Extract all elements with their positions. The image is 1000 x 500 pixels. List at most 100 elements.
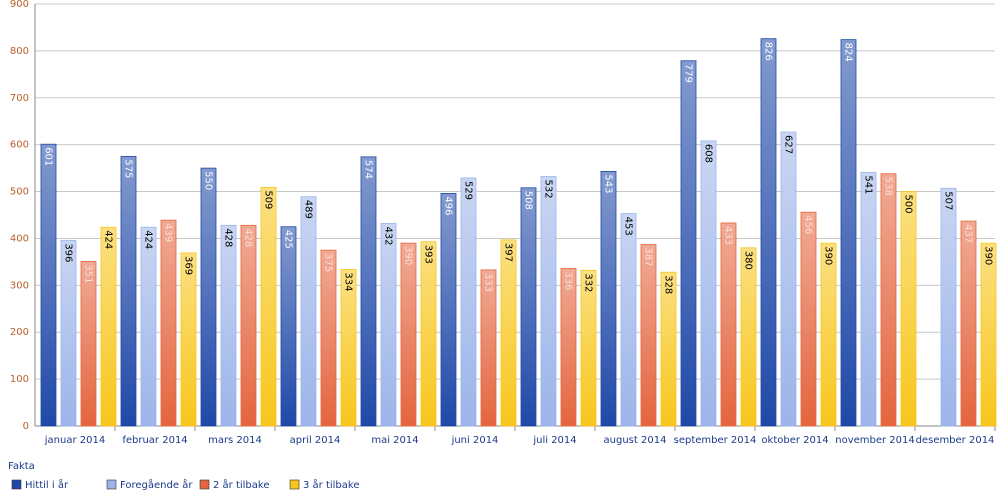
value-label: 380 <box>743 251 754 270</box>
bar <box>820 242 837 427</box>
value-label: 541 <box>863 175 874 194</box>
x-tick-label: november 2014 <box>835 435 915 446</box>
bar <box>180 252 197 427</box>
legend-swatch <box>11 479 22 490</box>
bar <box>240 224 257 427</box>
y-tick-label: 800 <box>10 46 29 57</box>
bar <box>140 226 157 427</box>
x-tick-label: juni 2014 <box>451 435 499 446</box>
value-label: 393 <box>423 245 434 264</box>
value-label: 428 <box>223 228 234 247</box>
value-label: 428 <box>243 228 254 247</box>
legend-swatch <box>199 479 210 490</box>
value-label: 453 <box>623 217 634 236</box>
value-label: 334 <box>343 272 354 291</box>
legend-swatch <box>289 479 300 490</box>
value-label: 397 <box>503 243 514 262</box>
bar <box>500 239 517 427</box>
value-label: 575 <box>123 159 134 178</box>
x-tick-label: oktober 2014 <box>761 435 828 446</box>
bar <box>160 219 177 427</box>
bar <box>40 143 57 427</box>
bar <box>880 173 897 427</box>
bar <box>280 226 297 427</box>
y-tick-label: 500 <box>10 187 29 198</box>
x-tick-label: juli 2014 <box>532 435 576 446</box>
bar <box>660 271 677 427</box>
bar <box>680 60 697 427</box>
value-label: 437 <box>963 224 974 243</box>
value-label: 532 <box>543 180 554 199</box>
value-label: 439 <box>163 223 174 242</box>
y-tick-label: 0 <box>23 421 29 432</box>
value-label: 336 <box>563 271 574 290</box>
bar <box>700 140 717 427</box>
x-tick-label: januar 2014 <box>44 435 105 446</box>
value-label: 424 <box>143 230 154 249</box>
value-label: 601 <box>43 147 54 166</box>
bar <box>480 269 497 427</box>
bar <box>380 223 397 427</box>
legend-label: Foregående år <box>120 478 193 491</box>
bar <box>100 226 117 427</box>
y-tick-label: 700 <box>10 93 29 104</box>
bar <box>220 224 237 427</box>
bar <box>520 187 537 427</box>
bar <box>580 269 597 427</box>
value-label: 433 <box>723 226 734 245</box>
x-tick-label: april 2014 <box>290 435 341 446</box>
value-label: 826 <box>763 42 774 61</box>
bar <box>300 196 317 427</box>
bar <box>860 171 877 427</box>
value-label: 489 <box>303 200 314 219</box>
value-label: 456 <box>803 215 814 234</box>
value-label: 543 <box>603 174 614 193</box>
bar <box>600 170 617 427</box>
bar <box>940 187 957 427</box>
value-label: 332 <box>583 273 594 292</box>
bar <box>320 249 337 427</box>
bar <box>760 38 777 427</box>
value-label: 369 <box>183 256 194 275</box>
value-label: 507 <box>943 191 954 210</box>
y-tick-label: 300 <box>10 280 29 291</box>
bar <box>340 268 357 427</box>
value-label: 387 <box>643 248 654 267</box>
y-tick-label: 900 <box>10 0 29 10</box>
x-tick-label: mai 2014 <box>371 435 418 446</box>
value-label: 424 <box>103 230 114 249</box>
bar <box>200 167 217 427</box>
legend-swatch <box>106 479 117 490</box>
bar <box>60 239 77 427</box>
y-tick-label: 100 <box>10 374 29 385</box>
legend-label: 3 år tilbake <box>303 478 360 491</box>
value-label: 390 <box>403 246 414 265</box>
value-label: 538 <box>883 177 894 196</box>
bar <box>400 242 417 427</box>
value-label: 508 <box>523 191 534 210</box>
x-tick-label: mars 2014 <box>208 435 262 446</box>
value-label: 550 <box>203 171 214 190</box>
x-tick-label: september 2014 <box>674 435 757 446</box>
value-label: 425 <box>283 230 294 249</box>
y-tick-label: 600 <box>10 140 29 151</box>
y-tick-label: 400 <box>10 233 29 244</box>
value-label: 608 <box>703 144 714 163</box>
value-label: 496 <box>443 196 454 215</box>
value-label: 627 <box>783 135 794 154</box>
x-tick-label: desember 2014 <box>916 435 995 446</box>
bar <box>440 193 457 427</box>
value-label: 432 <box>383 226 394 245</box>
bar <box>80 261 97 427</box>
x-tick-label: februar 2014 <box>122 435 187 446</box>
value-label: 509 <box>263 190 274 209</box>
bar <box>560 268 577 427</box>
value-label: 375 <box>323 253 334 272</box>
bar <box>640 244 657 427</box>
bar <box>360 156 377 427</box>
bar <box>980 242 997 427</box>
value-label: 529 <box>463 181 474 200</box>
legend-title: Fakta <box>8 461 35 472</box>
legend-label: Hittil i år <box>25 478 69 491</box>
